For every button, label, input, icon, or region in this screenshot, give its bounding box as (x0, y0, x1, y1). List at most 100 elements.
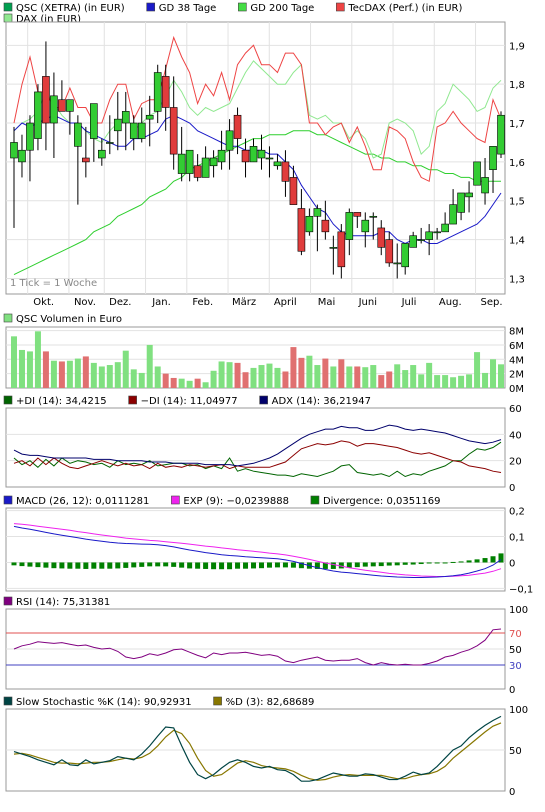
volume-bar (426, 362, 433, 388)
candle-body (209, 157, 218, 167)
divergence-bar (187, 562, 193, 569)
legend-swatch (3, 596, 13, 606)
divergence-bar (235, 562, 241, 569)
candle-body (233, 114, 242, 139)
line-adx (13, 424, 502, 467)
candle-body (241, 149, 250, 163)
legend-swatch (3, 13, 13, 23)
divergence-bar (19, 562, 25, 567)
legend-swatch (3, 495, 13, 505)
volume-bar (322, 358, 329, 388)
candle-body (321, 219, 330, 233)
y-tick-label: 1,9 (509, 41, 525, 52)
divergence-bar (163, 562, 169, 567)
candle-body (105, 142, 114, 144)
legend-label: GD 200 Tage (250, 3, 314, 14)
line-exp (13, 523, 502, 577)
divergence-bar (442, 562, 448, 564)
volume-bar (58, 361, 65, 388)
candle-body (281, 161, 290, 182)
legend-swatch (310, 495, 320, 505)
volume-bar (202, 382, 209, 388)
legend-swatch (238, 2, 247, 12)
volume-bar (258, 365, 265, 388)
legend-label: QSC (XETRA) (in EUR) (16, 3, 125, 14)
candle-body (313, 208, 322, 217)
y-tick-label: 0M (509, 384, 524, 395)
candle-body (305, 215, 314, 233)
y-tick-label: 100 (509, 705, 528, 716)
candle-body (177, 153, 186, 174)
y-tick-label: 0 (509, 787, 515, 798)
divergence-bar (219, 562, 225, 570)
volume-bar (74, 358, 81, 388)
candle-body (497, 114, 505, 155)
y-tick-label: 0 (509, 558, 515, 569)
legend-swatch (128, 395, 137, 405)
divergence-bar (99, 562, 105, 569)
y-tick-label: 50 (509, 746, 522, 757)
volume-bar (34, 331, 41, 388)
candle-body (50, 95, 58, 124)
volume-bar (346, 366, 353, 388)
divergence-bar (258, 562, 264, 569)
candle-body (82, 157, 90, 163)
volume-bar (242, 372, 249, 388)
volume-bar (386, 371, 393, 388)
volume-bar (498, 364, 505, 388)
y-tick-label: 2M (509, 370, 524, 381)
volume-bar (218, 361, 225, 388)
divergence-bar (195, 562, 201, 569)
candle-body (273, 161, 282, 167)
legend-swatch (259, 395, 268, 405)
divergence-bar (410, 562, 416, 565)
candle-body (401, 243, 410, 268)
volume-bar (122, 350, 129, 388)
line-dax (13, 60, 502, 159)
divergence-bar (282, 562, 288, 568)
candle-body (34, 91, 42, 139)
divergence-bar (370, 562, 376, 567)
x-tick-label: März (232, 297, 256, 308)
y-tick-label: 0,2 (509, 507, 525, 518)
divergence-bar (322, 562, 328, 569)
divergence-bar (482, 558, 488, 563)
divergence-bar (346, 562, 352, 568)
x-tick-label: Mai (318, 297, 336, 308)
volume-bar (170, 377, 177, 388)
legend-label: Slow Stochastic %K (14): 90,92931 (16, 697, 192, 708)
volume-bar (330, 366, 337, 388)
candle-body (185, 149, 194, 174)
volume-bar (362, 367, 369, 388)
volume-bar (186, 380, 193, 388)
y-tick-label: 70 (509, 629, 522, 640)
divergence-bar (115, 562, 121, 569)
divergence-bar (51, 562, 57, 569)
volume-bar (26, 351, 33, 388)
candle-body (393, 262, 402, 265)
candle-body (10, 142, 18, 159)
candle-body (90, 103, 98, 139)
divergence-bar (330, 562, 336, 569)
candle-body (441, 223, 449, 233)
divergence-bar (274, 562, 280, 568)
candle-body (225, 130, 234, 151)
y-tick-label: 50 (509, 645, 522, 656)
y-tick-label: 0,1 (509, 533, 525, 544)
divergence-bar (227, 562, 233, 570)
volume-bar (442, 375, 449, 388)
divergence-bar (394, 562, 400, 566)
legend-label: −DI (14): 11,04977 (141, 396, 238, 407)
legend-label: QSC Volumen in Euro (16, 314, 122, 325)
line-minus-di (13, 440, 502, 473)
legend-label: EXP (9): −0,0239888 (183, 496, 289, 507)
line-gd200 (13, 130, 501, 276)
y-tick-label: 6M (509, 341, 524, 352)
candle-body (417, 239, 425, 241)
divergence-bar (131, 562, 137, 568)
divergence-bar (171, 562, 177, 567)
candle-body (249, 146, 258, 163)
legend-swatch (171, 495, 180, 505)
volume-bar (450, 377, 457, 388)
candle-body (113, 118, 122, 132)
